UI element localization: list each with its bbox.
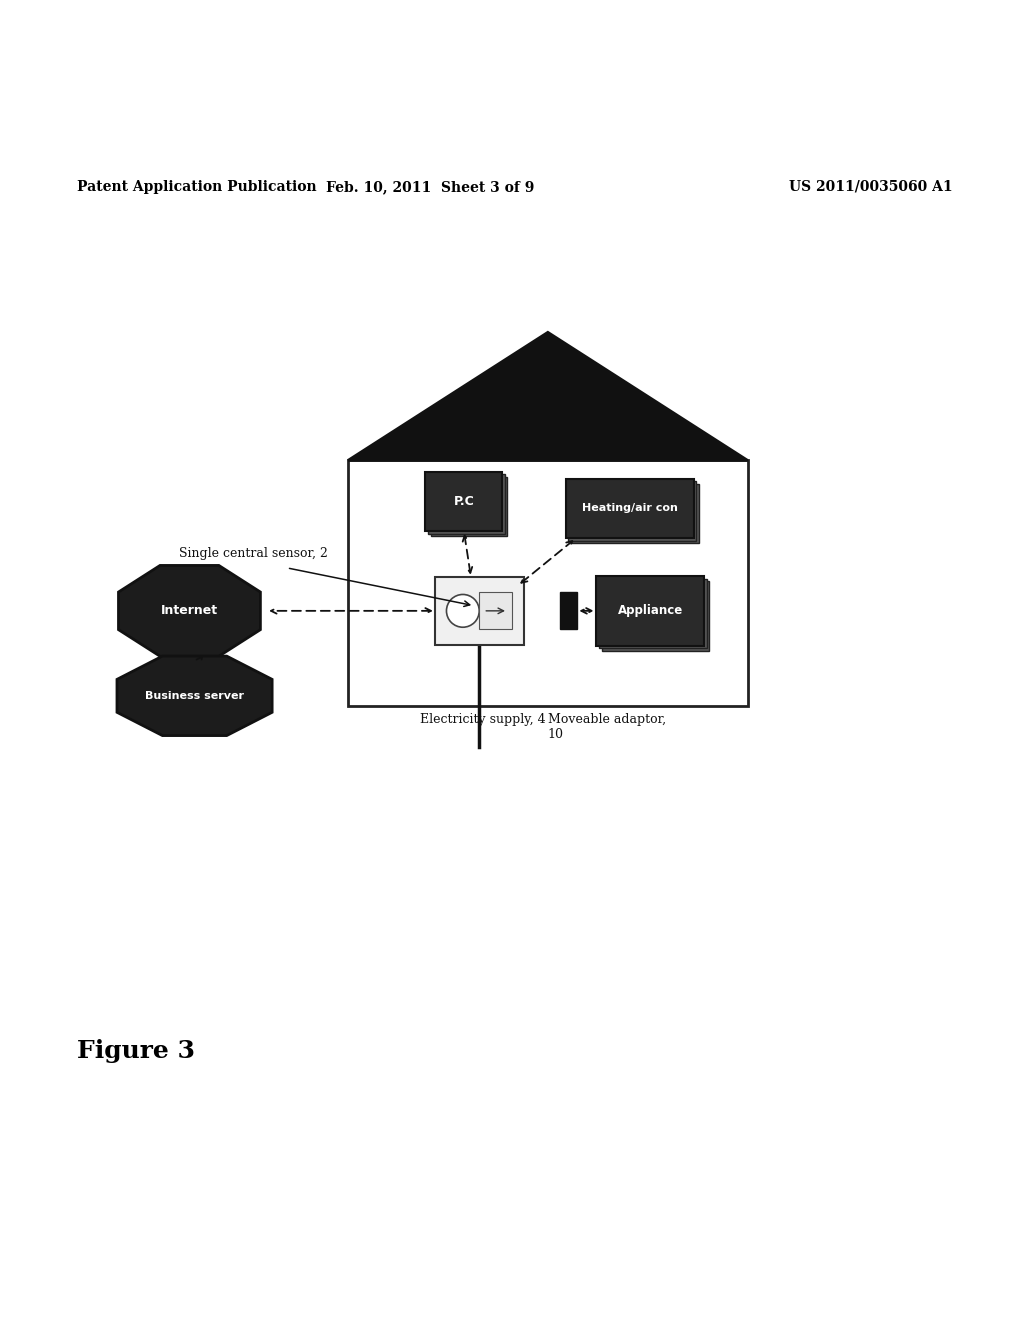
Bar [571, 484, 698, 544]
Bar [596, 576, 705, 645]
Polygon shape [119, 565, 260, 656]
Circle shape [446, 594, 479, 627]
Bar [565, 479, 694, 539]
Text: Moveable adaptor,
10: Moveable adaptor, 10 [548, 713, 666, 742]
Text: Figure 3: Figure 3 [77, 1039, 195, 1063]
Text: Feb. 10, 2011  Sheet 3 of 9: Feb. 10, 2011 Sheet 3 of 9 [326, 180, 535, 194]
Bar [479, 593, 512, 630]
Bar [431, 477, 508, 536]
Text: P.C: P.C [454, 495, 474, 508]
Bar [568, 482, 696, 541]
Bar [426, 471, 503, 531]
Text: Electricity supply, 4: Electricity supply, 4 [420, 713, 546, 726]
Text: Appliance: Appliance [617, 605, 683, 618]
Bar [599, 578, 707, 648]
Polygon shape [348, 333, 748, 461]
Text: Single central sensor, 2: Single central sensor, 2 [179, 546, 328, 560]
FancyBboxPatch shape [435, 577, 524, 645]
Bar [560, 593, 577, 630]
Text: Internet: Internet [161, 605, 218, 618]
Bar [428, 474, 505, 533]
Bar [348, 461, 748, 706]
Text: Patent Application Publication: Patent Application Publication [77, 180, 316, 194]
Text: US 2011/0035060 A1: US 2011/0035060 A1 [788, 180, 952, 194]
Text: Heating/air con: Heating/air con [582, 503, 678, 513]
Polygon shape [117, 656, 272, 735]
Text: Business server: Business server [145, 690, 244, 701]
Bar [602, 581, 709, 651]
